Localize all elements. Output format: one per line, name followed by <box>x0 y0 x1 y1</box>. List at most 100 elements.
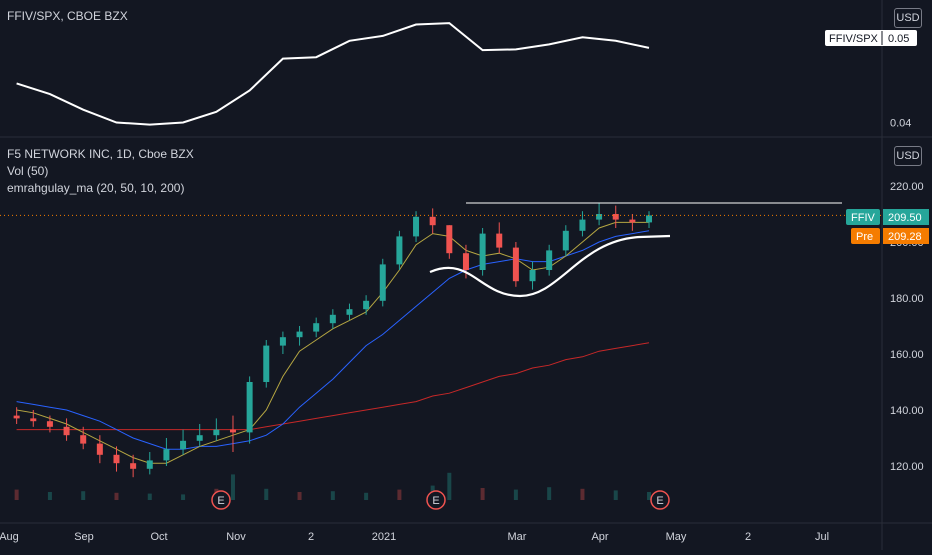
candle-body <box>113 454 120 464</box>
price-tick-label: 140.00 <box>890 405 924 417</box>
ffiv-last-label: FFIV 209.50 <box>846 209 929 225</box>
candle-body <box>246 382 253 433</box>
ratio-label-value: 0.05 <box>888 33 909 45</box>
time-tick-label: Aug <box>0 531 19 543</box>
volume-bar <box>580 488 585 500</box>
ffiv-label-tag <box>846 209 880 225</box>
candle-body <box>196 435 203 441</box>
candle-body <box>396 236 403 265</box>
candle-body <box>313 323 320 332</box>
price-tick-label: 180.00 <box>890 293 924 305</box>
volume-bar <box>14 489 19 500</box>
volume-bar <box>297 492 302 500</box>
time-tick-label: 2 <box>308 531 314 543</box>
main-currency-button[interactable]: USD <box>894 146 922 166</box>
pre-market-label: Pre 209.28 <box>851 228 929 244</box>
ffiv-label-name: FFIV <box>851 212 875 224</box>
candle-body <box>63 426 70 436</box>
main-pane-legend[interactable]: F5 NETWORK INC, 1D, Cboe BZX Vol (50) em… <box>7 146 194 197</box>
ffiv-label-value: 209.50 <box>888 212 922 224</box>
earnings-marker[interactable]: E <box>211 490 231 510</box>
pre-label-tag <box>851 228 880 244</box>
volume-bar <box>181 494 186 500</box>
candle-body <box>562 230 569 251</box>
earnings-marker[interactable]: E <box>426 490 446 510</box>
candle-body <box>379 264 386 301</box>
pre-label-box <box>883 228 929 244</box>
ratio-label-name: FFIV/SPX <box>829 33 879 45</box>
volume-bar <box>147 493 152 500</box>
candle-body <box>180 440 187 450</box>
time-tick-label: Mar <box>508 531 527 543</box>
candle-body <box>546 250 553 270</box>
ffiv-spx-ratio-line <box>16 22 650 126</box>
rounding-bottom-curve[interactable] <box>429 234 671 298</box>
candle-body <box>96 443 103 455</box>
volume-bar <box>264 488 269 500</box>
user-drawings[interactable] <box>429 202 842 298</box>
earnings-circle <box>650 490 670 510</box>
symbol-title[interactable]: F5 NETWORK INC, 1D, Cboe BZX <box>7 147 194 161</box>
earnings-letter: E <box>432 495 439 507</box>
time-tick-label: Apr <box>591 531 608 543</box>
candle-body <box>263 345 270 382</box>
ratio-symbol-title[interactable]: FFIV/SPX, CBOE BZX <box>7 9 128 23</box>
top-pane-legend[interactable]: FFIV/SPX, CBOE BZX <box>7 8 128 25</box>
candle-body <box>279 337 286 346</box>
candle-body <box>512 247 519 282</box>
pre-label-value: 209.28 <box>888 231 922 243</box>
ratio-tick-label: 0.04 <box>890 117 911 129</box>
price-tick-label: 160.00 <box>890 349 924 361</box>
time-axis[interactable]: Aug Sep Oct Nov 2 2021 Mar Apr May 2 Jul <box>0 531 829 543</box>
time-tick-label: May <box>666 531 687 543</box>
volume-bar <box>513 489 518 500</box>
candle-body <box>213 429 220 436</box>
candle-body <box>163 449 170 461</box>
ratio-line <box>16 22 650 126</box>
volume-bars <box>14 472 652 500</box>
volume-bar <box>330 491 335 500</box>
earnings-marker[interactable]: E <box>650 490 670 510</box>
ma200-line <box>16 342 650 431</box>
candle-body <box>479 233 486 270</box>
candle-body <box>462 253 469 270</box>
candle-body <box>130 463 137 469</box>
time-tick-label: 2 <box>745 531 751 543</box>
time-tick-label: Sep <box>74 531 94 543</box>
ma50-line <box>16 230 650 450</box>
time-tick-label: Oct <box>150 531 167 543</box>
candle-body <box>579 219 586 231</box>
time-tick-label: Jul <box>815 531 829 543</box>
candle-body <box>346 309 353 315</box>
candle-body <box>296 331 303 338</box>
candlesticks <box>13 202 653 478</box>
price-tick-label: 120.00 <box>890 461 924 473</box>
time-tick-label: Nov <box>226 531 246 543</box>
pre-label-name: Pre <box>856 231 873 243</box>
candle-body <box>13 415 20 419</box>
price-labels: FFIV/SPX 0.05 FFIV 209.50 Pre 209.28 <box>0 30 929 244</box>
volume-bar <box>47 492 52 500</box>
earnings-letter: E <box>656 495 663 507</box>
top-currency-button[interactable]: USD <box>894 8 922 28</box>
volume-study-title[interactable]: Vol (50) <box>7 164 49 178</box>
ratio-label-box <box>825 30 917 46</box>
candle-body <box>80 435 87 444</box>
candle-body <box>229 429 236 433</box>
volume-bar <box>647 492 652 500</box>
ffiv-label-box <box>883 209 929 225</box>
candle-body <box>446 225 453 254</box>
volume-bar <box>81 491 86 500</box>
volume-bar <box>364 492 369 500</box>
candle-body <box>429 216 436 226</box>
volume-bar <box>447 472 452 500</box>
volume-bar <box>230 474 235 500</box>
ma-study-title[interactable]: emrahgulay_ma (20, 50, 10, 200) <box>7 181 185 195</box>
time-tick-label: 2021 <box>372 531 396 543</box>
candle-body <box>596 214 603 220</box>
candle-body <box>46 421 53 427</box>
